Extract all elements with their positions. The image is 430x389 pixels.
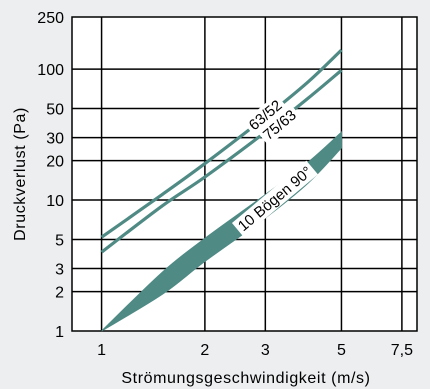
y-tick-label: 30 bbox=[46, 131, 64, 148]
y-tick-label: 3 bbox=[55, 262, 64, 279]
x-tick-label: 2 bbox=[200, 342, 209, 359]
band-10-boegen bbox=[101, 131, 342, 332]
x-tick-label: 3 bbox=[261, 342, 270, 359]
series-label-bg bbox=[231, 160, 318, 237]
x-axis-label: Strömungsgeschwindigkeit (m/s) bbox=[121, 370, 370, 387]
y-tick-label: 5 bbox=[55, 232, 64, 249]
y-tick-labels: 1 2 3 5 10 20 30 50 100 250 bbox=[37, 10, 64, 341]
series-line-0 bbox=[100, 48, 343, 239]
y-tick-label: 250 bbox=[37, 10, 64, 27]
series-line-1 bbox=[100, 69, 343, 254]
y-tick-label: 100 bbox=[37, 62, 64, 79]
x-tick-label: 1 bbox=[97, 342, 106, 359]
x-tick-label: 5 bbox=[337, 342, 346, 359]
grid bbox=[72, 17, 417, 331]
y-axis-label: Druckverlust (Pa) bbox=[12, 107, 29, 241]
y-tick-label: 50 bbox=[46, 102, 64, 119]
y-tick-label: 2 bbox=[55, 285, 64, 302]
y-tick-label: 1 bbox=[55, 324, 64, 341]
y-tick-label: 10 bbox=[46, 193, 64, 210]
x-tick-label: 7,5 bbox=[391, 342, 413, 359]
series-layer bbox=[100, 48, 343, 332]
x-tick-labels: 1 2 3 5 7,5 bbox=[97, 342, 413, 359]
series-label-bg bbox=[257, 104, 302, 146]
y-tick-label: 20 bbox=[46, 154, 64, 171]
plot-area bbox=[71, 16, 418, 332]
series-label-bg bbox=[242, 94, 288, 136]
